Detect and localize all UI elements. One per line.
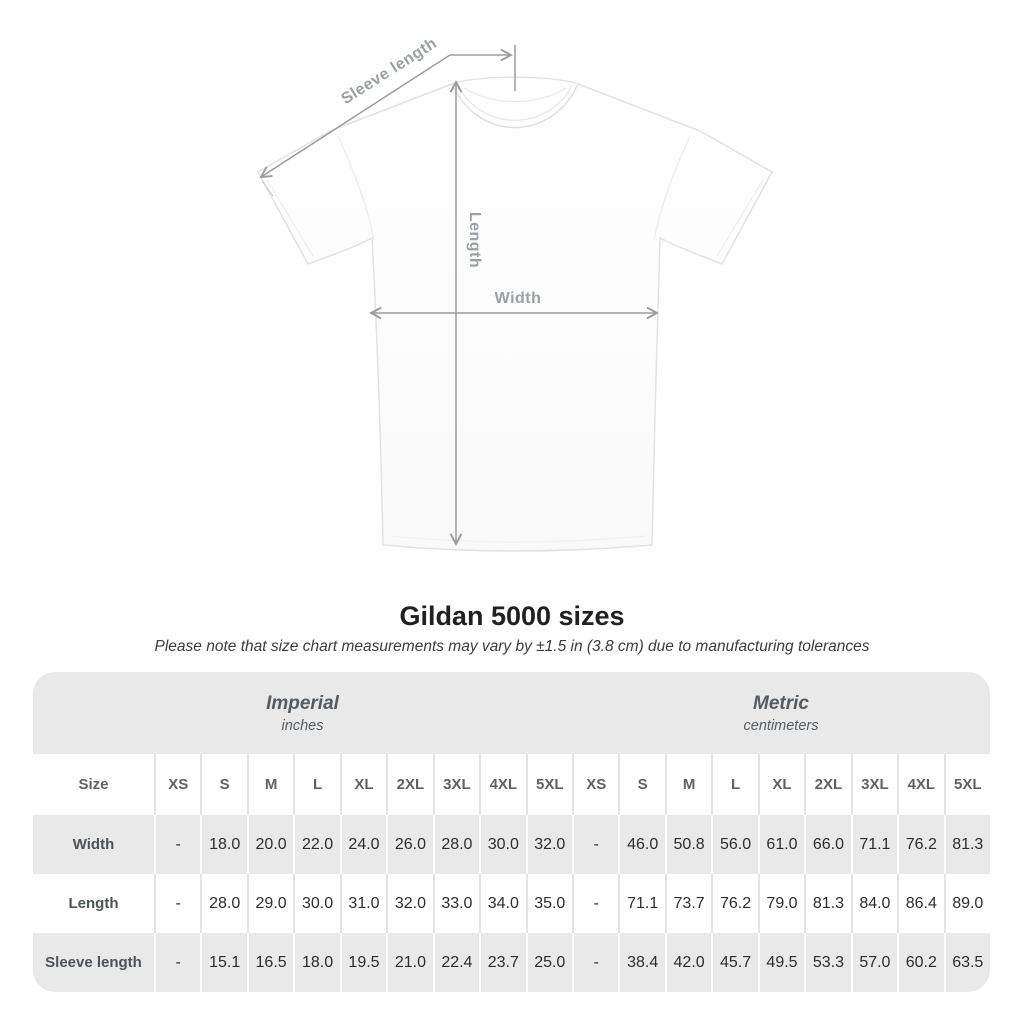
value-cell: - bbox=[571, 874, 618, 933]
size-header-cell: L bbox=[711, 754, 757, 815]
size-header-cell: S bbox=[618, 754, 664, 815]
sleeve-length-arrow bbox=[259, 45, 516, 197]
value-cell: - bbox=[571, 815, 618, 874]
row-label: Sleeve length bbox=[45, 954, 142, 971]
size-col-header: Size bbox=[78, 776, 109, 793]
tolerance-note: Please note that size chart measurements… bbox=[154, 638, 870, 655]
value-cell: 23.7 bbox=[479, 933, 525, 992]
value-cell: 31.0 bbox=[339, 874, 386, 933]
value-cell: 71.1 bbox=[850, 815, 897, 874]
table-row-length: Length - 28.0 29.0 30.0 31.0 32.0 33.0 3… bbox=[33, 874, 990, 933]
size-header-cell: 3XL bbox=[432, 754, 479, 815]
value-cell: 29.0 bbox=[246, 874, 293, 933]
table-row-width: Width - 18.0 20.0 22.0 24.0 26.0 28.0 30… bbox=[33, 815, 990, 874]
value-cell: 50.8 bbox=[664, 815, 711, 874]
value-cell: 33.0 bbox=[432, 874, 479, 933]
value-cell: 32.0 bbox=[525, 815, 572, 874]
value-cell: 16.5 bbox=[246, 933, 293, 992]
value-cell: 21.0 bbox=[386, 933, 432, 992]
size-header-cell: XL bbox=[339, 754, 386, 815]
value-cell: 38.4 bbox=[618, 933, 664, 992]
width-label: Width bbox=[495, 290, 542, 307]
value-cell: 45.7 bbox=[711, 933, 757, 992]
value-cell: 57.0 bbox=[850, 933, 897, 992]
value-cell: 19.5 bbox=[339, 933, 386, 992]
heading-block: Gildan 5000 sizes Please note that size … bbox=[0, 600, 1024, 658]
value-cell: 46.0 bbox=[618, 815, 664, 874]
value-cell: 60.2 bbox=[897, 933, 943, 992]
value-cell: 71.1 bbox=[618, 874, 664, 933]
unit-band: Imperial inches Metric centimeters bbox=[33, 672, 990, 754]
size-header-cell: S bbox=[200, 754, 246, 815]
size-header-cell: XS bbox=[571, 754, 618, 815]
value-cell: 30.0 bbox=[479, 815, 525, 874]
size-header-cell: 5XL bbox=[525, 754, 572, 815]
value-cell: 73.7 bbox=[664, 874, 711, 933]
metric-title: Metric bbox=[753, 692, 809, 714]
table-row-sleeve-length: Sleeve length - 15.1 16.5 18.0 19.5 21.0… bbox=[33, 933, 990, 992]
value-cell: - bbox=[154, 874, 200, 933]
size-header-cell: XL bbox=[757, 754, 804, 815]
row-label: Width bbox=[72, 836, 115, 853]
value-cell: 76.2 bbox=[897, 815, 943, 874]
value-cell: 56.0 bbox=[711, 815, 757, 874]
size-header-cell: XS bbox=[154, 754, 200, 815]
size-chart-table: Imperial inches Metric centimeters Size … bbox=[33, 672, 990, 992]
value-cell: 34.0 bbox=[479, 874, 525, 933]
size-header-cell: 3XL bbox=[850, 754, 897, 815]
value-cell: - bbox=[154, 933, 200, 992]
imperial-unit: inches bbox=[281, 717, 324, 734]
value-cell: 63.5 bbox=[943, 933, 990, 992]
value-cell: 15.1 bbox=[200, 933, 246, 992]
value-cell: 18.0 bbox=[200, 815, 246, 874]
size-header-cell: M bbox=[246, 754, 293, 815]
value-cell: 22.0 bbox=[293, 815, 339, 874]
value-cell: 81.3 bbox=[943, 815, 990, 874]
size-header-cell: 4XL bbox=[897, 754, 943, 815]
size-header-cell: 2XL bbox=[386, 754, 432, 815]
value-cell: 22.4 bbox=[432, 933, 479, 992]
value-cell: 28.0 bbox=[432, 815, 479, 874]
size-header-cell: 2XL bbox=[804, 754, 850, 815]
tshirt-illustration bbox=[257, 76, 773, 552]
value-cell: 81.3 bbox=[804, 874, 850, 933]
value-cell: 28.0 bbox=[200, 874, 246, 933]
value-cell: 89.0 bbox=[943, 874, 990, 933]
tshirt-measurement-diagram: Sleeve length Length Width bbox=[257, 35, 773, 552]
value-cell: 26.0 bbox=[386, 815, 432, 874]
metric-unit-group: Metric centimeters bbox=[572, 672, 990, 754]
imperial-unit-group: Imperial inches bbox=[33, 672, 572, 754]
value-cell: 84.0 bbox=[850, 874, 897, 933]
value-cell: 61.0 bbox=[757, 815, 804, 874]
value-cell: 20.0 bbox=[246, 815, 293, 874]
imperial-title: Imperial bbox=[266, 692, 339, 714]
value-cell: 76.2 bbox=[711, 874, 757, 933]
value-cell: 79.0 bbox=[757, 874, 804, 933]
value-cell: 86.4 bbox=[897, 874, 943, 933]
page-title: Gildan 5000 sizes bbox=[399, 601, 625, 631]
size-header-cell: L bbox=[293, 754, 339, 815]
value-cell: - bbox=[154, 815, 200, 874]
value-cell: 66.0 bbox=[804, 815, 850, 874]
size-header-row: Size XS S M L XL 2XL 3XL 4XL 5XL XS S M … bbox=[33, 754, 990, 815]
value-cell: 32.0 bbox=[386, 874, 432, 933]
value-cell: 35.0 bbox=[525, 874, 572, 933]
value-cell: 49.5 bbox=[757, 933, 804, 992]
value-cell: 24.0 bbox=[339, 815, 386, 874]
metric-unit: centimeters bbox=[743, 717, 819, 734]
value-cell: 18.0 bbox=[293, 933, 339, 992]
size-header-cell: 4XL bbox=[479, 754, 525, 815]
value-cell: 30.0 bbox=[293, 874, 339, 933]
value-cell: 42.0 bbox=[664, 933, 711, 992]
value-cell: 53.3 bbox=[804, 933, 850, 992]
row-label: Length bbox=[68, 895, 119, 912]
value-cell: 25.0 bbox=[525, 933, 572, 992]
size-header-cell: M bbox=[664, 754, 711, 815]
size-header-cell: 5XL bbox=[943, 754, 990, 815]
length-label: Length bbox=[466, 212, 483, 268]
value-cell: - bbox=[571, 933, 618, 992]
